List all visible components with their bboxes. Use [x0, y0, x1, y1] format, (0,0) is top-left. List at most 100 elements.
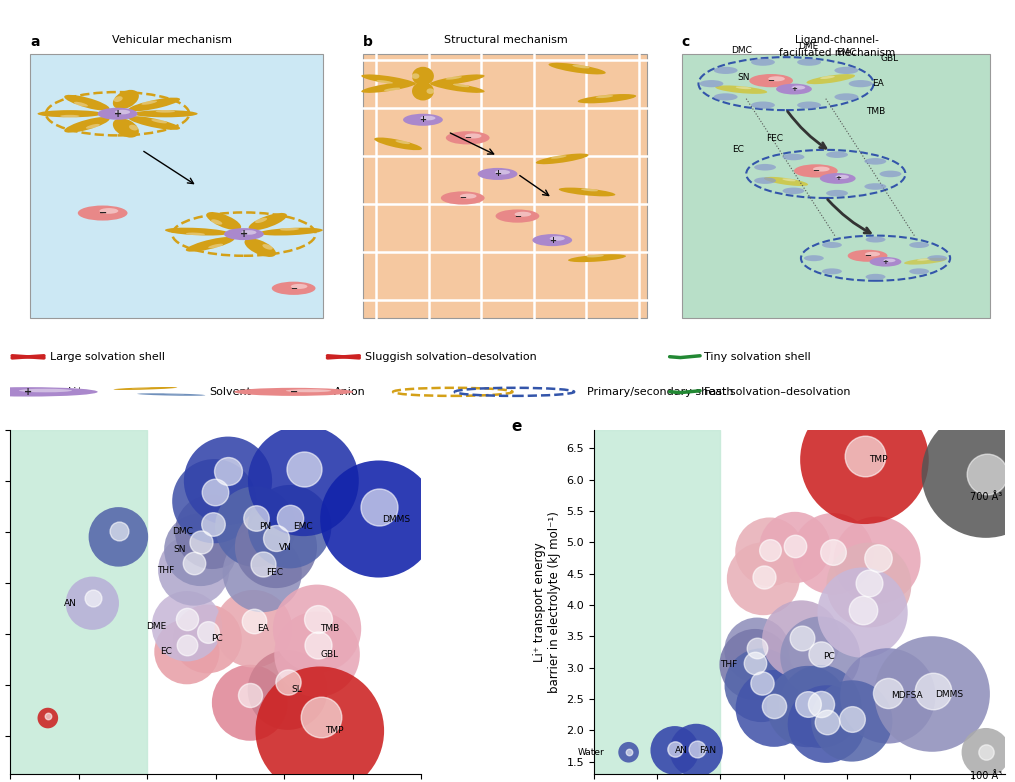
Circle shape	[495, 170, 511, 174]
Text: THF: THF	[157, 565, 175, 575]
Point	[255, 558, 271, 571]
Text: +: +	[883, 259, 888, 265]
Ellipse shape	[596, 95, 613, 98]
Text: +: +	[114, 109, 122, 119]
Circle shape	[714, 66, 738, 74]
Point	[199, 633, 215, 645]
Text: EC: EC	[160, 647, 172, 656]
Point	[40, 712, 56, 724]
Ellipse shape	[38, 110, 103, 117]
Ellipse shape	[128, 98, 180, 111]
Circle shape	[848, 249, 887, 262]
Point	[280, 676, 296, 688]
Text: +: +	[834, 175, 840, 181]
Point	[180, 612, 196, 625]
Point	[179, 645, 195, 658]
Circle shape	[754, 178, 776, 184]
Point	[855, 604, 871, 616]
Circle shape	[749, 74, 793, 88]
Text: +: +	[419, 115, 426, 124]
Ellipse shape	[186, 237, 234, 252]
Circle shape	[699, 80, 724, 88]
Point	[309, 648, 325, 661]
Ellipse shape	[186, 232, 205, 235]
Ellipse shape	[536, 153, 589, 164]
Circle shape	[403, 113, 443, 126]
Circle shape	[797, 59, 821, 66]
Circle shape	[99, 208, 119, 213]
Text: PN: PN	[259, 522, 271, 531]
Text: Fast solvation–desolvation: Fast solvation–desolvation	[704, 387, 851, 396]
Circle shape	[754, 164, 776, 170]
Circle shape	[865, 252, 880, 256]
Circle shape	[813, 167, 829, 171]
Point	[193, 543, 209, 556]
Circle shape	[820, 173, 856, 184]
Point	[766, 700, 783, 712]
Point	[84, 591, 100, 604]
Point	[220, 465, 236, 478]
Point	[312, 725, 328, 737]
Circle shape	[751, 59, 774, 66]
Ellipse shape	[453, 84, 469, 87]
Circle shape	[870, 257, 901, 267]
Circle shape	[880, 170, 901, 178]
Point	[667, 744, 683, 757]
Point	[246, 622, 262, 635]
Circle shape	[822, 268, 841, 274]
Ellipse shape	[129, 124, 138, 131]
Text: DMC: DMC	[731, 46, 752, 56]
Text: EA: EA	[257, 624, 269, 633]
Ellipse shape	[113, 90, 139, 109]
Circle shape	[866, 274, 885, 280]
Text: AN: AN	[675, 746, 687, 755]
Point	[755, 572, 771, 585]
Text: VN: VN	[279, 543, 292, 551]
Point	[855, 606, 871, 619]
Ellipse shape	[820, 76, 835, 79]
Ellipse shape	[165, 228, 228, 235]
Ellipse shape	[807, 74, 855, 84]
Ellipse shape	[255, 218, 267, 223]
Ellipse shape	[426, 88, 434, 94]
Circle shape	[822, 242, 841, 248]
Circle shape	[849, 80, 873, 88]
Circle shape	[751, 102, 774, 109]
Point	[813, 698, 829, 711]
Circle shape	[804, 255, 824, 261]
FancyBboxPatch shape	[30, 53, 324, 318]
Point	[620, 746, 636, 759]
Ellipse shape	[361, 74, 416, 85]
Point	[761, 546, 777, 558]
Text: Solvent: Solvent	[209, 387, 251, 396]
Point	[812, 701, 828, 713]
Text: DME: DME	[146, 622, 166, 630]
Circle shape	[928, 255, 947, 261]
Text: EMC: EMC	[836, 48, 856, 57]
Text: FEC: FEC	[266, 568, 282, 577]
Circle shape	[97, 108, 137, 120]
Point	[800, 698, 816, 711]
Point	[825, 547, 841, 560]
Point	[844, 712, 861, 725]
Point	[200, 626, 216, 638]
Circle shape	[533, 234, 572, 246]
Text: Tiny solvation shell: Tiny solvation shell	[704, 352, 811, 362]
Text: EMC: EMC	[293, 522, 313, 531]
Text: +: +	[24, 387, 32, 396]
Point	[281, 520, 297, 533]
Text: −: −	[459, 193, 466, 203]
Point	[279, 683, 295, 696]
Ellipse shape	[259, 228, 323, 235]
Text: e: e	[512, 419, 522, 434]
Circle shape	[420, 116, 435, 120]
Point	[205, 518, 221, 530]
Point	[925, 685, 941, 698]
Point	[787, 541, 803, 554]
Point	[870, 551, 886, 564]
Point	[248, 512, 264, 525]
Circle shape	[776, 84, 812, 95]
Ellipse shape	[396, 140, 410, 144]
Point	[812, 648, 828, 661]
Circle shape	[835, 175, 849, 179]
